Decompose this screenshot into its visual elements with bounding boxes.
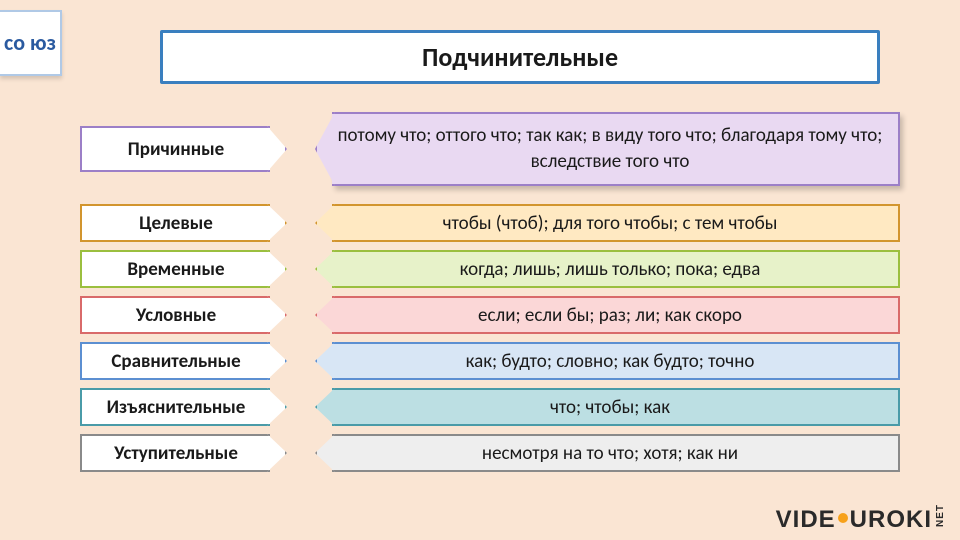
row-label: Целевые <box>139 212 213 235</box>
row-content: когда; лишь; лишь только; пока; едва <box>460 258 761 281</box>
rows-container: Причинные потому что; оттого что; так как… <box>80 112 900 480</box>
diagram-row: Сравнительные как; будто; словно; как буд… <box>80 342 900 380</box>
row-content: если; если бы; раз; ли; как скоро <box>478 304 742 327</box>
row-label: Изъяснительные <box>107 396 246 419</box>
row-content: что; чтобы; как <box>550 396 670 419</box>
row-content-arrow: как; будто; словно; как будто; точно <box>332 342 900 380</box>
row-label-arrow: Условные <box>80 296 270 334</box>
watermark-suffix: NET <box>935 504 946 527</box>
row-content: потому что; оттого что; так как; в виду … <box>336 123 884 174</box>
diagram-row: Изъяснительные что; чтобы; как <box>80 388 900 426</box>
row-label-arrow: Целевые <box>80 204 270 242</box>
row-content-arrow: если; если бы; раз; ли; как скоро <box>332 296 900 334</box>
row-label: Уступительные <box>114 442 238 465</box>
row-label: Условные <box>136 304 216 327</box>
diagram-row: Причинные потому что; оттого что; так как… <box>80 112 900 186</box>
category-badge: со юз <box>0 10 62 76</box>
row-content: чтобы (чтоб); для того чтобы; с тем чтоб… <box>443 212 778 235</box>
diagram-row: Условные если; если бы; раз; ли; как скор… <box>80 296 900 334</box>
row-content: несмотря на то что; хотя; как ни <box>482 442 738 465</box>
row-label: Временные <box>127 258 224 281</box>
row-content-arrow: когда; лишь; лишь только; пока; едва <box>332 250 900 288</box>
row-label: Причинные <box>128 138 224 161</box>
row-content-arrow: несмотря на то что; хотя; как ни <box>332 434 900 472</box>
row-content: как; будто; словно; как будто; точно <box>466 350 755 373</box>
row-content-arrow: чтобы (чтоб); для того чтобы; с тем чтоб… <box>332 204 900 242</box>
diagram-row: Временные когда; лишь; лишь только; пока;… <box>80 250 900 288</box>
watermark-part2: UROKI <box>850 506 932 534</box>
row-label-arrow: Уступительные <box>80 434 270 472</box>
row-label: Сравнительные <box>111 350 240 373</box>
watermark-part1: VIDE <box>776 506 836 534</box>
row-label-arrow: Сравнительные <box>80 342 270 380</box>
row-content-arrow: потому что; оттого что; так как; в виду … <box>332 112 900 186</box>
row-label-arrow: Изъяснительные <box>80 388 270 426</box>
title-text: Подчинительные <box>422 41 618 73</box>
diagram-row: Целевые чтобы (чтоб); для того чтобы; с т… <box>80 204 900 242</box>
page-title: Подчинительные <box>160 30 880 84</box>
diagram-row: Уступительные несмотря на то что; хотя; к… <box>80 434 900 472</box>
watermark-dot-icon <box>838 513 848 523</box>
row-label-arrow: Временные <box>80 250 270 288</box>
row-content-arrow: что; чтобы; как <box>332 388 900 426</box>
row-label-arrow: Причинные <box>80 126 270 172</box>
watermark: VIDE UROKI NET <box>776 504 946 534</box>
badge-text: со юз <box>4 31 56 54</box>
